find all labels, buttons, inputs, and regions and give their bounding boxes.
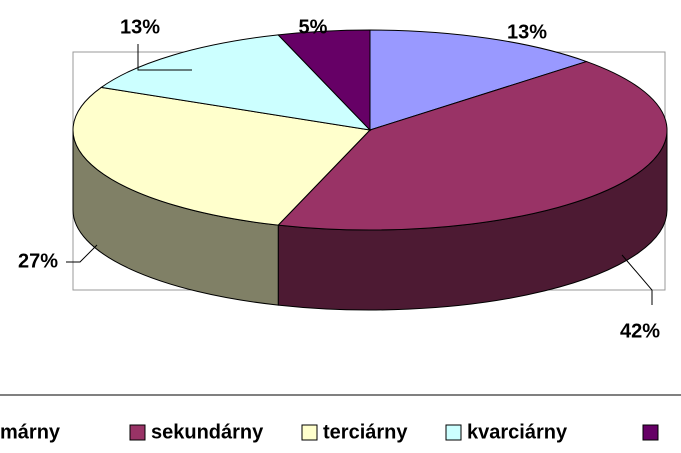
legend-label: márny (0, 421, 61, 443)
data-label: 13% (120, 16, 160, 38)
data-label: 13% (507, 21, 547, 43)
legend-swatch (301, 424, 318, 441)
leader-line (621, 254, 653, 305)
legend-swatch (445, 424, 462, 441)
legend-swatch (642, 424, 659, 441)
leader-line (66, 244, 98, 263)
legend-swatch (129, 424, 146, 441)
legend-label: terciárny (323, 421, 408, 443)
legend-label: sekundárny (151, 421, 264, 443)
pie-slice (277, 29, 371, 132)
data-label: 27% (18, 250, 58, 272)
pie-slice (369, 29, 589, 131)
pie-slice (277, 61, 668, 231)
pie-slice (72, 86, 372, 226)
pie-slice (99, 34, 372, 131)
legend-label: kvarciárny (467, 421, 568, 443)
leader-line (137, 44, 192, 71)
data-label: 42% (620, 320, 660, 342)
data-label: 5% (299, 16, 328, 38)
